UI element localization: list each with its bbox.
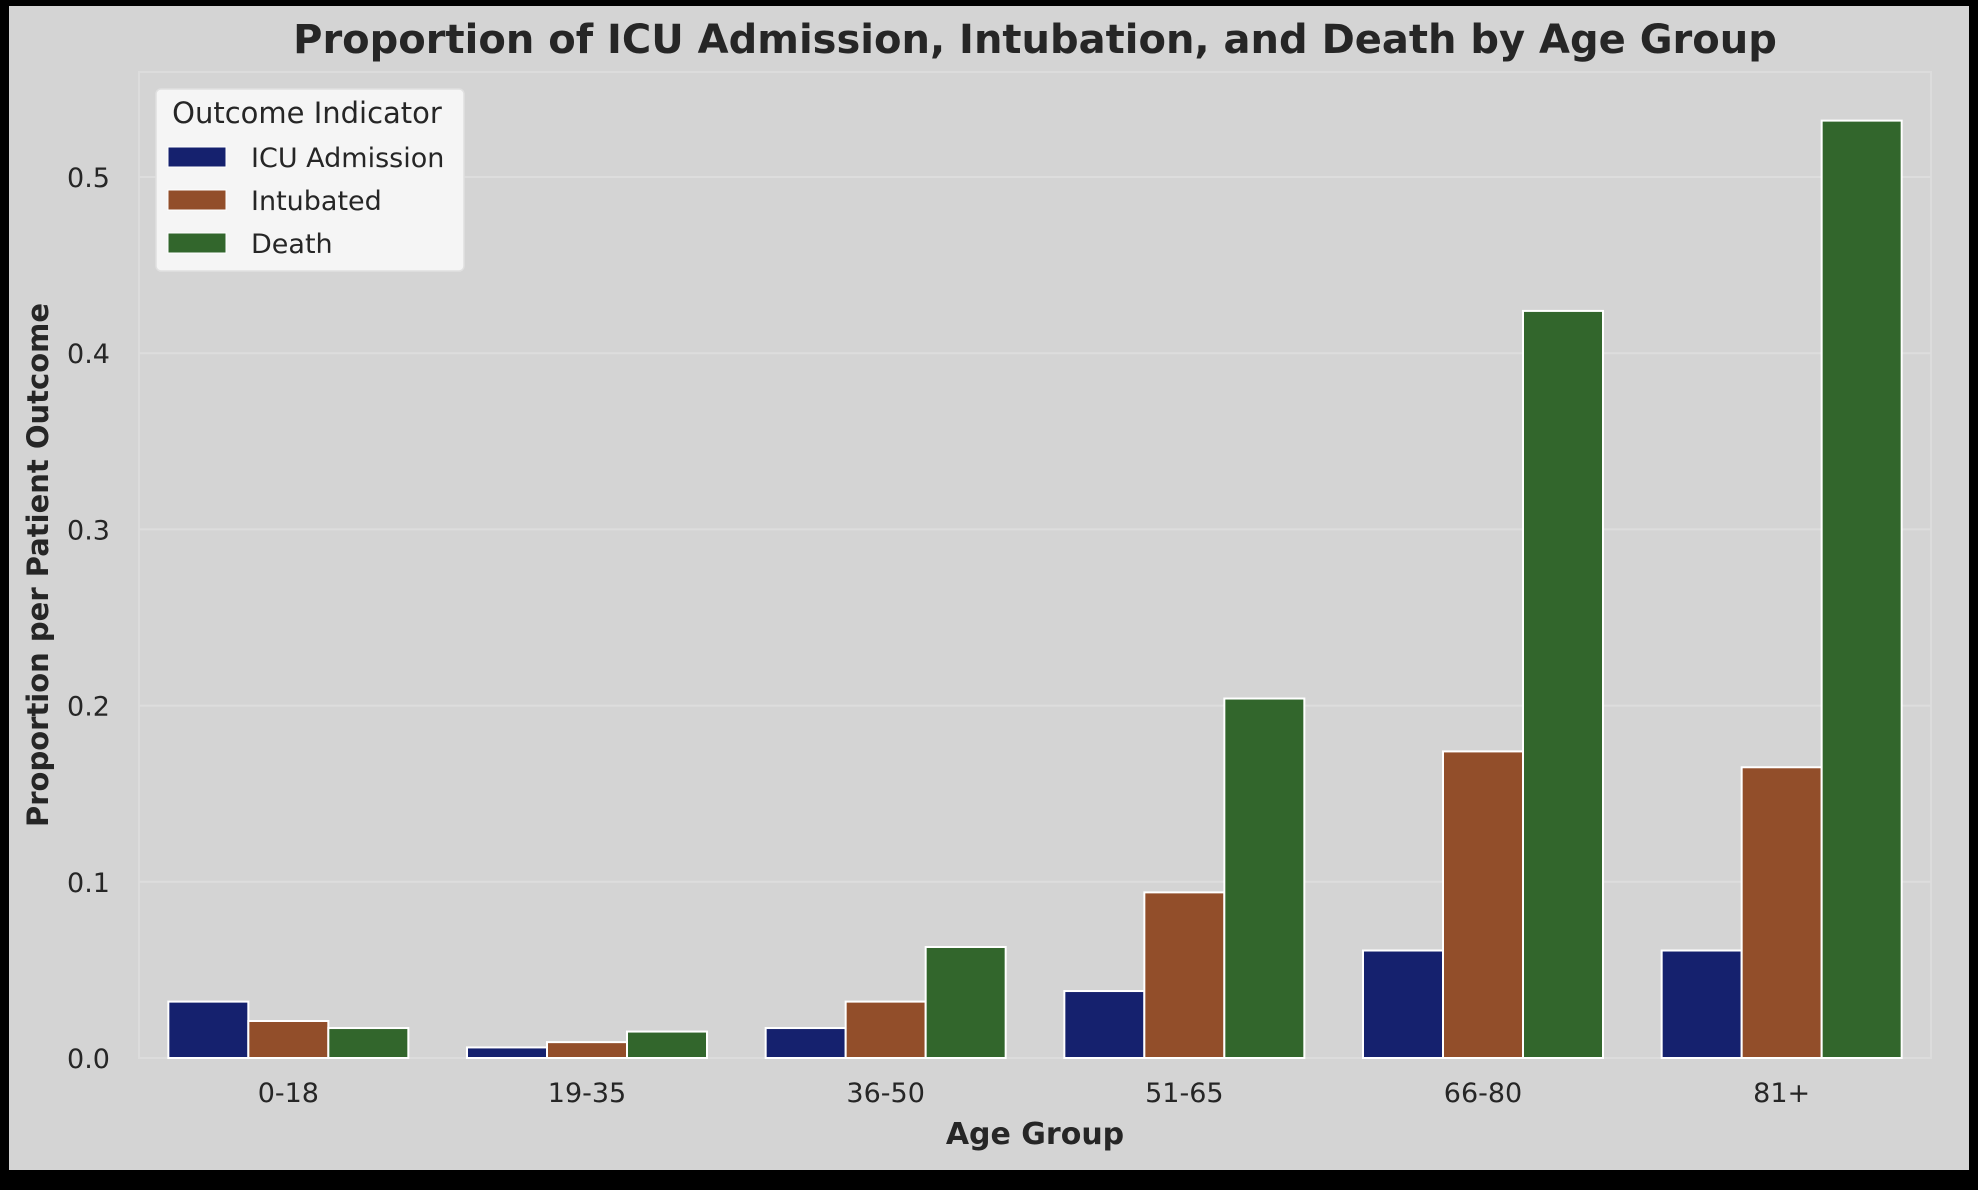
bar-death-19-35 — [626, 1030, 708, 1059]
legend-swatch — [167, 189, 227, 211]
y-tick-label: 0.0 — [67, 1044, 110, 1075]
legend-swatch — [167, 232, 227, 254]
legend-label: Death — [251, 229, 333, 260]
y-axis-label: Proportion per Patient Outcome — [21, 303, 55, 827]
y-tick-label: 0.4 — [67, 339, 110, 370]
bar-intubated-36-50 — [844, 1000, 927, 1060]
bar-icu-admission-81+ — [1660, 949, 1743, 1060]
x-tick-label: 51-65 — [1145, 1078, 1223, 1109]
legend-label: ICU Admission — [251, 143, 444, 174]
bar-icu-admission-66-80 — [1362, 949, 1444, 1060]
bar-icu-admission-0-18 — [167, 1000, 250, 1060]
y-tick-label: 0.5 — [67, 163, 110, 194]
x-tick-label: 19-35 — [548, 1078, 626, 1109]
bar-intubated-0-18 — [247, 1019, 330, 1059]
bar-death-51-65 — [1223, 697, 1306, 1059]
y-tick-labels: 0.0 0.1 0.2 0.3 0.4 0.5 — [67, 163, 110, 1075]
legend-items: ICU Admission Intubated Death — [167, 143, 444, 260]
bar-death-36-50 — [924, 945, 1007, 1060]
bar-death-66-80 — [1522, 309, 1604, 1059]
bars — [167, 119, 1903, 1060]
y-tick-label: 0.1 — [67, 868, 110, 899]
y-tick-label: 0.3 — [67, 515, 110, 546]
x-axis-label: Age Group — [946, 1117, 1124, 1152]
legend-label: Intubated — [251, 186, 382, 217]
bar-death-81+ — [1820, 119, 1903, 1059]
bar-icu-admission-51-65 — [1063, 990, 1146, 1060]
x-tick-label: 66-80 — [1444, 1078, 1522, 1109]
bar-intubated-51-65 — [1143, 891, 1226, 1060]
bar-death-0-18 — [327, 1027, 410, 1060]
legend-title: Outcome Indicator — [172, 96, 442, 130]
y-tick-label: 0.2 — [67, 692, 110, 723]
legend-swatch — [167, 146, 227, 168]
bar-icu-admission-36-50 — [764, 1027, 847, 1060]
bar-intubated-66-80 — [1442, 750, 1524, 1059]
chart-title: Proportion of ICU Admission, Intubation,… — [293, 17, 1777, 63]
x-tick-label: 36-50 — [846, 1078, 924, 1109]
bar-intubated-81+ — [1740, 766, 1823, 1060]
x-tick-labels: 0-18 19-35 36-50 51-65 66-80 81+ — [258, 1078, 1810, 1109]
legend-box — [155, 88, 465, 272]
legend: Outcome Indicator ICU Admission Intubated… — [155, 88, 465, 272]
bar-icu-admission-19-35 — [466, 1046, 548, 1059]
x-tick-label: 81+ — [1753, 1078, 1810, 1109]
x-tick-label: 0-18 — [258, 1078, 319, 1109]
bar-intubated-19-35 — [546, 1041, 628, 1059]
